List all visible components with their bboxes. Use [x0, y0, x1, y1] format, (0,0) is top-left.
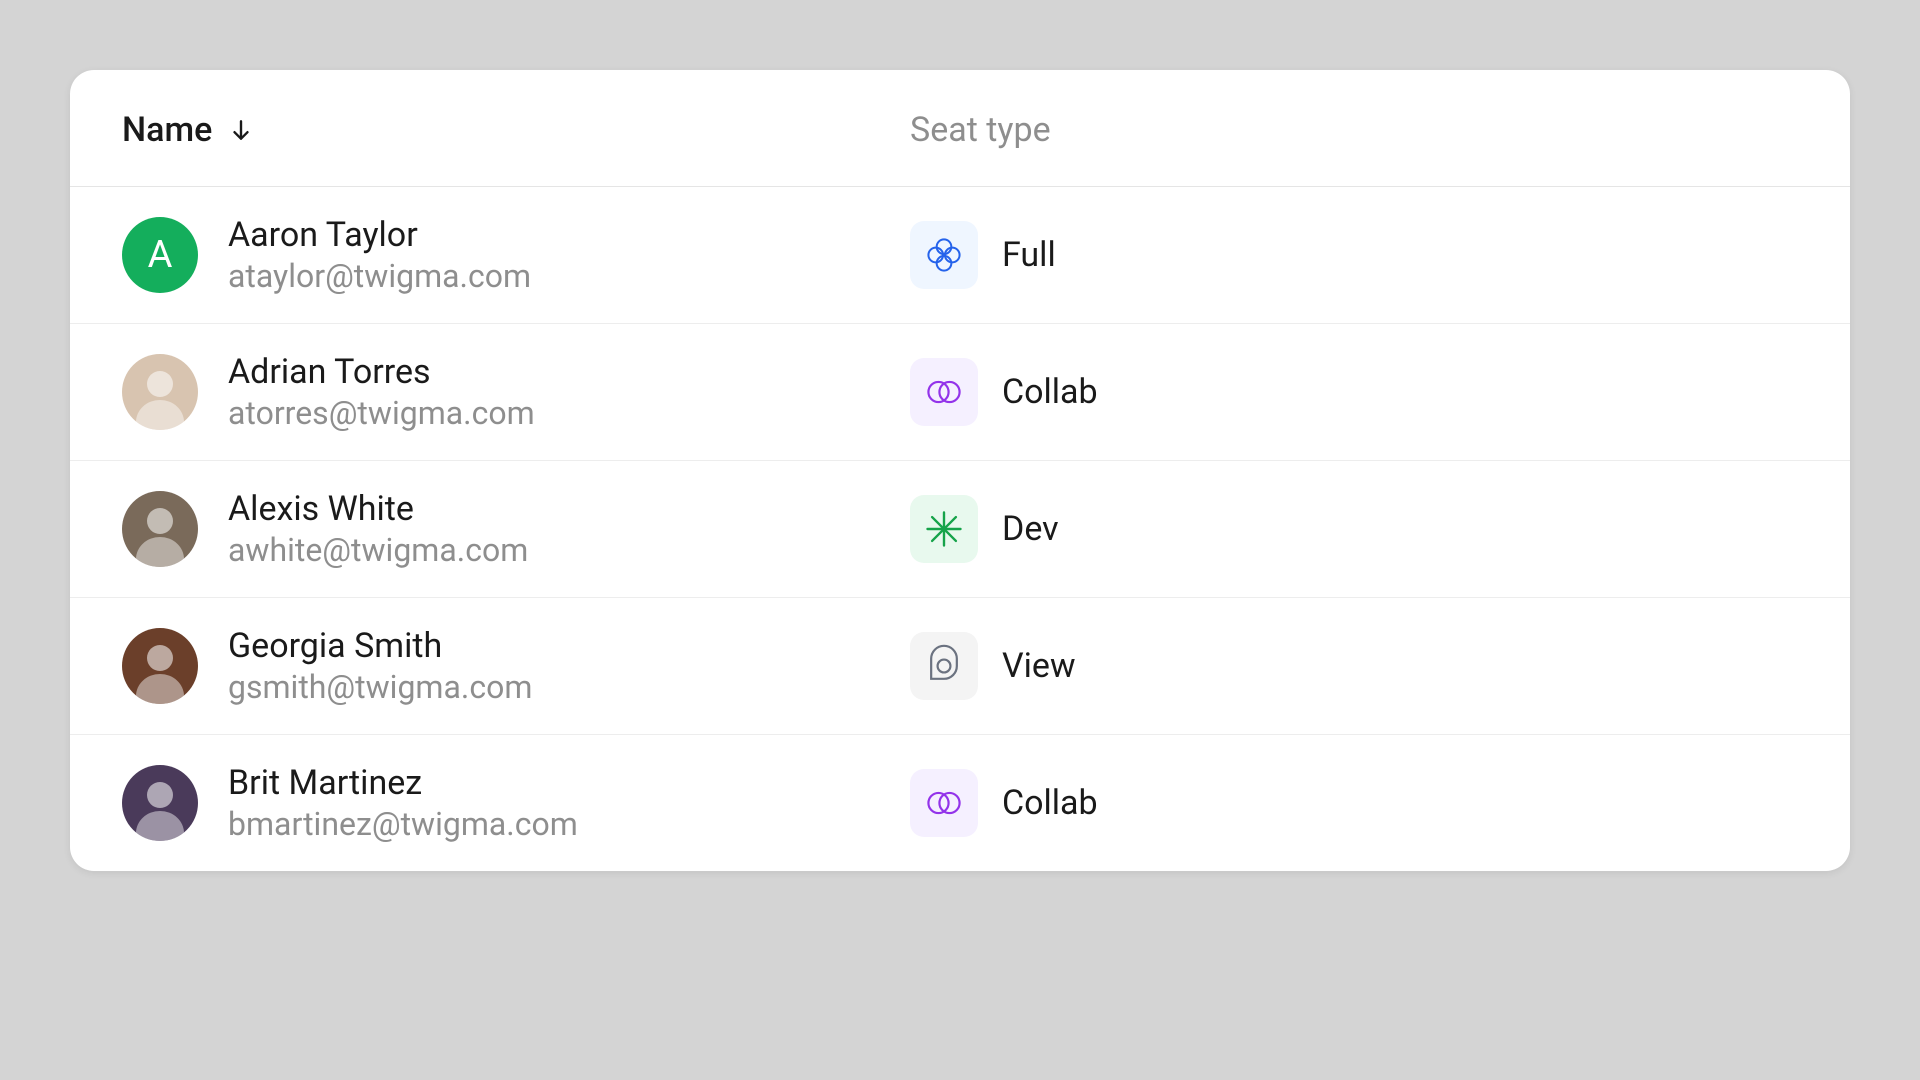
avatar — [122, 354, 198, 430]
user-text: Adrian Torresatorres@twigma.com — [228, 352, 535, 432]
user-cell: Brit Martinezbmartinez@twigma.com — [122, 763, 910, 843]
user-text: Georgia Smithgsmith@twigma.com — [228, 626, 532, 706]
seat-label: View — [1002, 646, 1076, 686]
sort-descending-icon — [228, 117, 254, 143]
avatar: A — [122, 217, 198, 293]
seat-full-icon — [910, 221, 978, 289]
table-header: Name Seat type — [70, 70, 1850, 187]
seat-collab-icon — [910, 358, 978, 426]
seat-cell[interactable]: Collab — [910, 769, 1098, 837]
user-email: awhite@twigma.com — [228, 531, 528, 569]
seat-cell[interactable]: Dev — [910, 495, 1059, 563]
user-email: gsmith@twigma.com — [228, 668, 532, 706]
column-header-name[interactable]: Name — [122, 110, 910, 150]
avatar — [122, 765, 198, 841]
column-header-seat-label: Seat type — [910, 110, 1051, 150]
table-row[interactable]: Adrian Torresatorres@twigma.com Collab — [70, 324, 1850, 461]
table-row[interactable]: Georgia Smithgsmith@twigma.com View — [70, 598, 1850, 735]
seat-cell[interactable]: Full — [910, 221, 1056, 289]
seat-label: Full — [1002, 235, 1056, 275]
user-name: Georgia Smith — [228, 626, 532, 666]
user-name: Adrian Torres — [228, 352, 535, 392]
user-email: atorres@twigma.com — [228, 394, 535, 432]
seat-cell[interactable]: View — [910, 632, 1076, 700]
user-email: ataylor@twigma.com — [228, 257, 531, 295]
seat-label: Collab — [1002, 783, 1098, 823]
user-name: Brit Martinez — [228, 763, 578, 803]
user-name: Alexis White — [228, 489, 528, 529]
user-cell: Adrian Torresatorres@twigma.com — [122, 352, 910, 432]
table-row[interactable]: Brit Martinezbmartinez@twigma.com Collab — [70, 735, 1850, 871]
table-body: A Aaron Taylorataylor@twigma.com Full Adria… — [70, 187, 1850, 871]
users-table-card: Name Seat type A Aaron Taylorataylor@twig… — [70, 70, 1850, 871]
avatar — [122, 628, 198, 704]
seat-view-icon — [910, 632, 978, 700]
seat-label: Collab — [1002, 372, 1098, 412]
column-header-name-label: Name — [122, 110, 212, 150]
table-row[interactable]: A Aaron Taylorataylor@twigma.com Full — [70, 187, 1850, 324]
seat-collab-icon — [910, 769, 978, 837]
user-name: Aaron Taylor — [228, 215, 531, 255]
user-text: Alexis Whiteawhite@twigma.com — [228, 489, 528, 569]
user-cell: Alexis Whiteawhite@twigma.com — [122, 489, 910, 569]
user-text: Brit Martinezbmartinez@twigma.com — [228, 763, 578, 843]
user-cell: Georgia Smithgsmith@twigma.com — [122, 626, 910, 706]
table-row[interactable]: Alexis Whiteawhite@twigma.com Dev — [70, 461, 1850, 598]
seat-label: Dev — [1002, 509, 1059, 549]
user-cell: A Aaron Taylorataylor@twigma.com — [122, 215, 910, 295]
seat-dev-icon — [910, 495, 978, 563]
user-text: Aaron Taylorataylor@twigma.com — [228, 215, 531, 295]
seat-cell[interactable]: Collab — [910, 358, 1098, 426]
avatar — [122, 491, 198, 567]
user-email: bmartinez@twigma.com — [228, 805, 578, 843]
column-header-seat-type[interactable]: Seat type — [910, 110, 1798, 150]
